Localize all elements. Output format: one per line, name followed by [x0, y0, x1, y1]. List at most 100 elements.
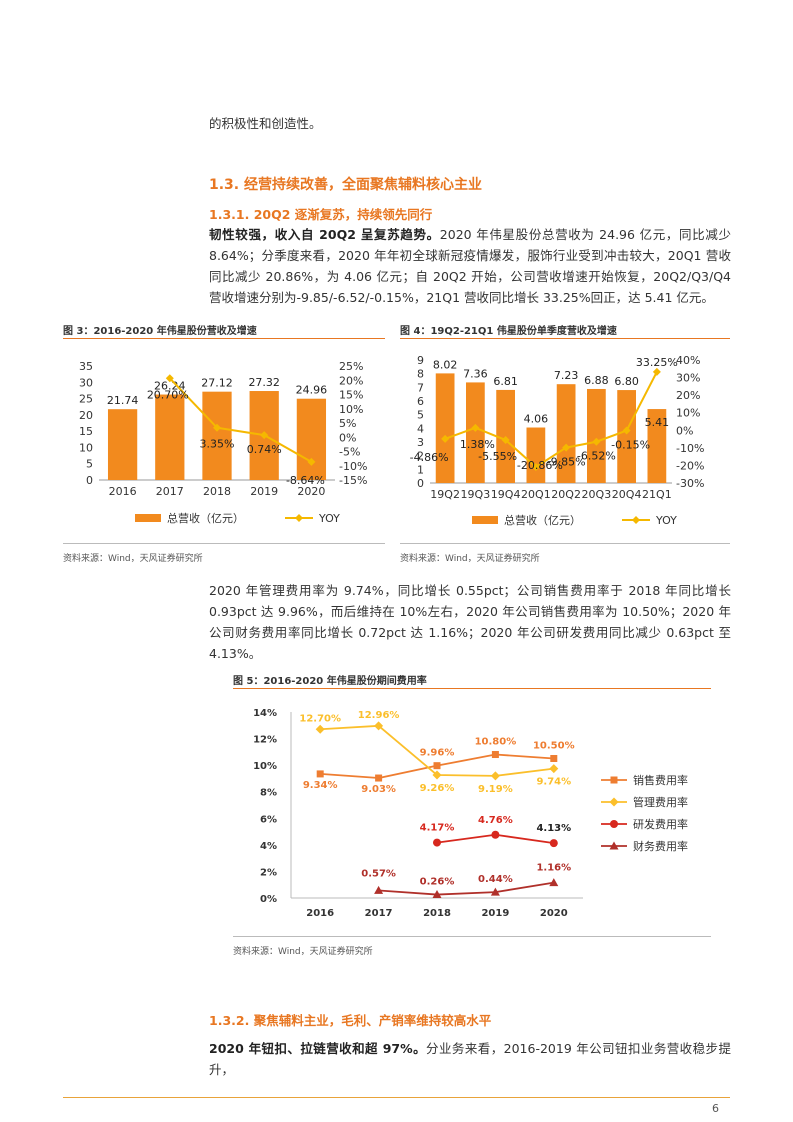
fig4-y2-tick: 0%: [676, 424, 693, 437]
fig3-bar: [155, 394, 185, 480]
fig3-yoy-point: [213, 423, 221, 432]
fig5-legend-label: 管理费用率: [633, 795, 688, 809]
fig4-yoy-point: [471, 423, 480, 432]
fig4-x-tick: 20Q3: [582, 488, 612, 501]
fig4-yoy-label: -5.55%: [478, 450, 517, 463]
figure-4-source: 资料来源：Wind，天风证券研究所: [400, 554, 540, 564]
fig4-y2-tick: 10%: [676, 407, 700, 420]
fig4-yoy-label: -6.52%: [577, 450, 616, 463]
fig4-y-tick: 0: [417, 477, 424, 490]
fig3-y2-tick: -10%: [339, 460, 367, 473]
fig4-bar: [526, 427, 546, 483]
fig4-x-tick: 20Q2: [551, 488, 581, 501]
fig3-x-tick: 2017: [156, 485, 184, 498]
page-number: 6: [712, 1102, 719, 1115]
fig3-x-tick: 2018: [203, 485, 231, 498]
fig3-x-tick: 2020: [297, 485, 325, 498]
fig4-yoy-label: 1.38%: [460, 438, 495, 451]
fig3-bar-label: 27.12: [201, 377, 233, 390]
fig5-data-label: 12.70%: [299, 713, 341, 724]
fig3-y2-tick: 0%: [339, 431, 356, 444]
fig4-bar: [647, 409, 667, 483]
figure-4-top-rule: [400, 338, 730, 339]
fig3-y-tick: 35: [79, 360, 93, 373]
fig3-y2-tick: -15%: [339, 474, 367, 487]
fig4-y-tick: 2: [417, 450, 424, 463]
fig5-data-label: 1.16%: [536, 863, 571, 874]
fig3-bar-label: 26.24: [154, 380, 186, 393]
fig4-bar-label: 8.02: [433, 358, 458, 371]
fig5-point: [549, 839, 558, 848]
fig4-x-tick: 19Q4: [491, 488, 521, 501]
fig4-yoy-label: -0.15%: [611, 439, 650, 452]
fig4-yoy-label: -20.86%: [517, 459, 563, 472]
fig4-yoy-point: [531, 462, 540, 471]
fig3-bar: [202, 391, 232, 480]
fig4-yoy-line: [444, 371, 658, 469]
fig4-bar: [465, 382, 485, 483]
fig4-x-tick: 19Q3: [461, 488, 491, 501]
fig5-point: [491, 751, 499, 759]
fig4-y-tick: 6: [417, 395, 424, 408]
fig3-yoy-label: -8.64%: [286, 474, 325, 487]
fig4-bar-label: 6.80: [614, 375, 639, 388]
fig4-x-tick: 20Q1: [521, 488, 551, 501]
fig4-yoy-point: [562, 443, 571, 452]
fig5-legend-label: 财务费用率: [633, 839, 688, 853]
fig3-y2-tick: 15%: [339, 389, 363, 402]
fig3-bar-label: 27.32: [248, 376, 280, 389]
figure-3-source: 资料来源：Wind，天风证券研究所: [63, 554, 203, 564]
figure-4-caption: 图 4：19Q2-21Q1 伟星股份单季度营收及增速: [400, 326, 617, 337]
fig3-y-tick: 30: [79, 376, 93, 389]
fig3-y2-tick: 20%: [339, 374, 363, 387]
fig3-legend-yoy-label: YOY: [318, 512, 340, 525]
fig5-point: [432, 890, 442, 899]
fig5-y-tick: 8%: [260, 788, 277, 799]
fig5-point: [490, 887, 500, 896]
fig5-data-label: 9.96%: [420, 748, 455, 759]
fig4-bar: [435, 373, 455, 483]
fig4-bar: [556, 384, 576, 483]
paragraph-1-lead: 韧性较强，收入自 20Q2 呈复苏趋势。: [209, 227, 440, 242]
fig5-data-label: 9.19%: [478, 784, 513, 795]
fig4-legend-yoy-label: YOY: [655, 514, 677, 527]
fig5-x-tick: 2017: [365, 908, 393, 919]
fig4-y-tick: 9: [417, 354, 424, 367]
fig4-y-tick: 3: [417, 436, 424, 449]
figure-3-bottom-rule: [63, 543, 385, 544]
fig3-yoy-point: [260, 431, 269, 440]
fig3-y-tick: 20: [79, 409, 93, 422]
fig3-y-tick: 25: [79, 393, 93, 406]
fig3-yoy-line: [169, 377, 312, 463]
fig5-point: [374, 885, 384, 894]
fig5-data-label: 4.76%: [478, 815, 513, 826]
fig3-y2-tick: -5%: [339, 446, 360, 459]
fig4-y2-tick: 20%: [676, 389, 700, 402]
fig5-point: [374, 721, 384, 731]
fig4-y2-tick: 40%: [676, 354, 700, 367]
fig4-legend-bar-label: 总营收（亿元）: [504, 513, 581, 527]
fig4-yoy-point: [592, 437, 601, 446]
fig4-x-tick: 20Q4: [612, 488, 642, 501]
fig5-data-label: 0.26%: [420, 877, 455, 888]
fig5-legend-label: 销售费用率: [633, 773, 688, 787]
fig3-bar-label: 24.96: [296, 384, 328, 397]
fig4-bar-label: 4.06: [524, 413, 549, 426]
fig3-yoy-label: 3.35%: [200, 438, 235, 451]
fig4-bar-label: 5.41: [645, 416, 670, 429]
fig5-data-label: 4.17%: [420, 823, 455, 834]
fig3-legend-yoy-marker: [295, 514, 303, 522]
fig4-yoy-point: [501, 436, 510, 445]
fig3-y-tick: 10: [79, 441, 93, 454]
fig5-legend-label: 研发费用率: [633, 817, 688, 831]
fig3-y2-tick: 5%: [339, 417, 356, 430]
fig4-legend-bar-swatch: [472, 516, 498, 524]
paragraph-3: 2020 年钮扣、拉链营收和超 97%。分业务来看，2016-2019 年公司钮…: [209, 1038, 731, 1080]
figure-5-caption: 图 5：2016-2020 年伟星股份期间费用率: [233, 676, 427, 687]
fig4-yoy-label: -4.86%: [410, 451, 449, 464]
figure-5-source: 资料来源：Wind，天风证券研究所: [233, 947, 373, 957]
fig5-point: [315, 724, 325, 734]
fig4-bar-label: 6.88: [584, 374, 609, 387]
fig5-point: [375, 774, 383, 782]
fig4-yoy-point: [652, 367, 661, 376]
